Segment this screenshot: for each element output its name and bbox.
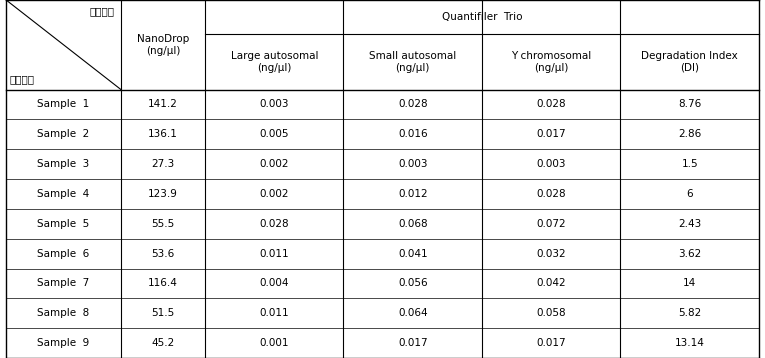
- Text: Sample  1: Sample 1: [37, 100, 90, 110]
- Text: Sample  3: Sample 3: [37, 159, 90, 169]
- Text: 45.2: 45.2: [151, 338, 174, 348]
- Text: 2.86: 2.86: [678, 129, 702, 139]
- Text: 53.6: 53.6: [151, 248, 174, 258]
- Text: 0.017: 0.017: [536, 338, 566, 348]
- Text: 51.5: 51.5: [151, 308, 174, 318]
- Text: 0.012: 0.012: [398, 189, 428, 199]
- Text: 0.068: 0.068: [398, 219, 428, 229]
- Text: 6: 6: [686, 189, 693, 199]
- Text: 116.4: 116.4: [148, 279, 178, 289]
- Text: Degradation Index
(DI): Degradation Index (DI): [641, 51, 738, 73]
- Text: 0.001: 0.001: [259, 338, 289, 348]
- Text: 0.005: 0.005: [259, 129, 289, 139]
- Text: 55.5: 55.5: [151, 219, 174, 229]
- Text: 0.028: 0.028: [398, 100, 428, 110]
- Text: 0.003: 0.003: [536, 159, 566, 169]
- Text: 141.2: 141.2: [148, 100, 178, 110]
- Text: NanoDrop
(ng/μl): NanoDrop (ng/μl): [137, 34, 189, 55]
- Text: 5.82: 5.82: [678, 308, 702, 318]
- Text: Quantifiler  Trio: Quantifiler Trio: [441, 12, 522, 22]
- Text: 3.62: 3.62: [678, 248, 702, 258]
- Text: 27.3: 27.3: [151, 159, 174, 169]
- Text: 0.002: 0.002: [259, 189, 289, 199]
- Text: 0.016: 0.016: [398, 129, 428, 139]
- Text: 0.003: 0.003: [259, 100, 289, 110]
- Text: 0.064: 0.064: [398, 308, 428, 318]
- Text: Sample  8: Sample 8: [37, 308, 90, 318]
- Text: Sample  7: Sample 7: [37, 279, 90, 289]
- Text: 0.017: 0.017: [398, 338, 428, 348]
- Text: 123.9: 123.9: [148, 189, 178, 199]
- Text: 136.1: 136.1: [148, 129, 178, 139]
- Text: Sample  6: Sample 6: [37, 248, 90, 258]
- Text: 0.003: 0.003: [398, 159, 428, 169]
- Text: 14: 14: [683, 279, 696, 289]
- Text: Sample  4: Sample 4: [37, 189, 90, 199]
- Text: 0.072: 0.072: [536, 219, 566, 229]
- Text: Sample  2: Sample 2: [37, 129, 90, 139]
- Text: 0.011: 0.011: [259, 248, 289, 258]
- Text: 0.041: 0.041: [398, 248, 428, 258]
- Text: Small autosomal
(ng/μl): Small autosomal (ng/μl): [369, 51, 457, 73]
- Text: 0.032: 0.032: [536, 248, 566, 258]
- Text: Sample  5: Sample 5: [37, 219, 90, 229]
- Text: 8.76: 8.76: [678, 100, 702, 110]
- Text: 0.028: 0.028: [536, 100, 566, 110]
- Text: 정량방법: 정량방법: [90, 6, 115, 16]
- Text: Y chromosomal
(ng/μl): Y chromosomal (ng/μl): [511, 51, 591, 73]
- Text: Large autosomal
(ng/μl): Large autosomal (ng/μl): [230, 51, 318, 73]
- Text: 0.042: 0.042: [536, 279, 566, 289]
- Text: 0.028: 0.028: [536, 189, 566, 199]
- Text: 0.056: 0.056: [398, 279, 428, 289]
- Text: Sample  9: Sample 9: [37, 338, 90, 348]
- Text: 0.002: 0.002: [259, 159, 289, 169]
- Text: 2.43: 2.43: [678, 219, 702, 229]
- Text: 0.004: 0.004: [259, 279, 289, 289]
- Text: 1.5: 1.5: [682, 159, 698, 169]
- Text: 13.14: 13.14: [675, 338, 705, 348]
- Text: 시료번호: 시료번호: [10, 74, 35, 84]
- Text: 0.028: 0.028: [259, 219, 289, 229]
- Text: 0.058: 0.058: [536, 308, 566, 318]
- Text: 0.017: 0.017: [536, 129, 566, 139]
- Text: 0.011: 0.011: [259, 308, 289, 318]
